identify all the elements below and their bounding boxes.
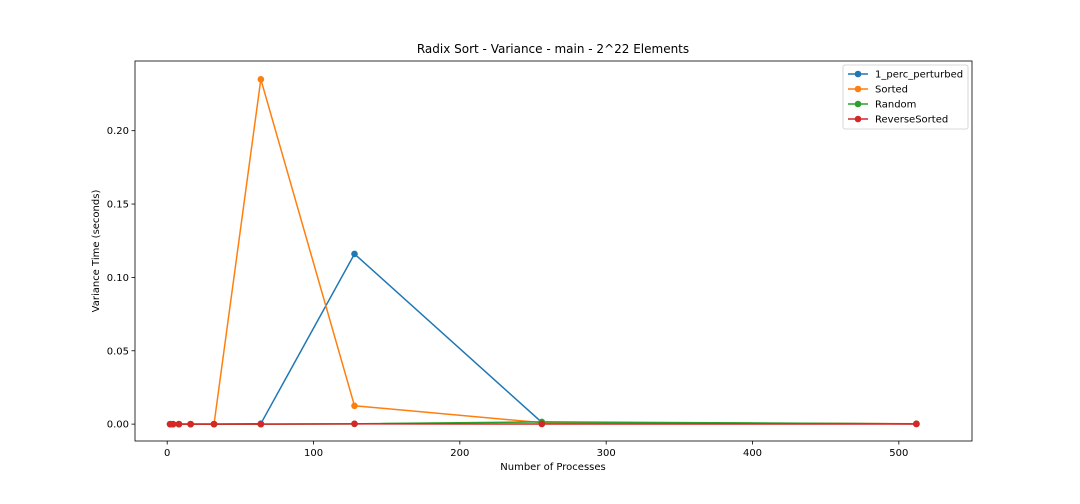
data-point-1-perc-perturbed	[351, 250, 358, 258]
y-tick-label: 0.05	[107, 346, 129, 357]
x-tick-label: 0	[164, 448, 170, 459]
legend-marker-1-perc-perturbed	[854, 70, 862, 78]
data-point-reversesorted	[169, 420, 177, 428]
data-point-reversesorted	[187, 420, 194, 428]
plot-frame	[134, 60, 973, 442]
chart-title: Radix Sort - Variance - main - 2^22 Elem…	[417, 42, 689, 56]
x-axis-label: Number of Processes	[500, 462, 605, 473]
legend-frame	[842, 64, 969, 130]
data-point-reversesorted	[175, 420, 183, 428]
legend-marker-reversesorted	[854, 115, 862, 123]
legend-label-1-perc-perturbed: 1_perc_perturbed	[875, 70, 963, 81]
data-point-reversesorted	[257, 420, 265, 428]
x-tick-label: 100	[304, 448, 323, 459]
x-tick-label: 400	[743, 448, 762, 459]
series-line-1-perc-perturbed	[170, 252, 917, 425]
legend-marker-sorted	[854, 85, 862, 93]
x-tick-label: 500	[889, 448, 908, 459]
legend-label-sorted: Sorted	[875, 85, 908, 96]
series-reversesorted	[166, 420, 920, 428]
x-tick-label: 200	[450, 448, 469, 459]
series-sorted	[166, 76, 920, 428]
x-tick-label: 300	[597, 448, 616, 459]
data-point-reversesorted	[913, 420, 920, 428]
y-tick-label: 0.20	[107, 126, 129, 137]
data-point-sorted	[351, 402, 358, 410]
legend-marker-random	[854, 100, 862, 108]
y-tick-label: 0.10	[107, 273, 129, 284]
data-point-reversesorted	[210, 420, 218, 428]
series-1-perc-perturbed	[166, 250, 920, 428]
series-line-sorted	[170, 79, 917, 425]
y-axis-label: Variance Time (seconds)	[91, 190, 102, 313]
legend-label-random: Random	[875, 100, 916, 111]
legend: 1_perc_perturbed Sorted Random ReverseSorte…	[842, 64, 969, 130]
data-point-reversesorted	[538, 420, 546, 428]
y-tick-label: 0.15	[107, 200, 129, 211]
data-point-sorted	[257, 76, 265, 83]
data-point-reversesorted	[351, 420, 358, 428]
y-tick-label: 0.00	[107, 420, 129, 431]
legend-label-reversesorted: ReverseSorted	[875, 115, 948, 126]
